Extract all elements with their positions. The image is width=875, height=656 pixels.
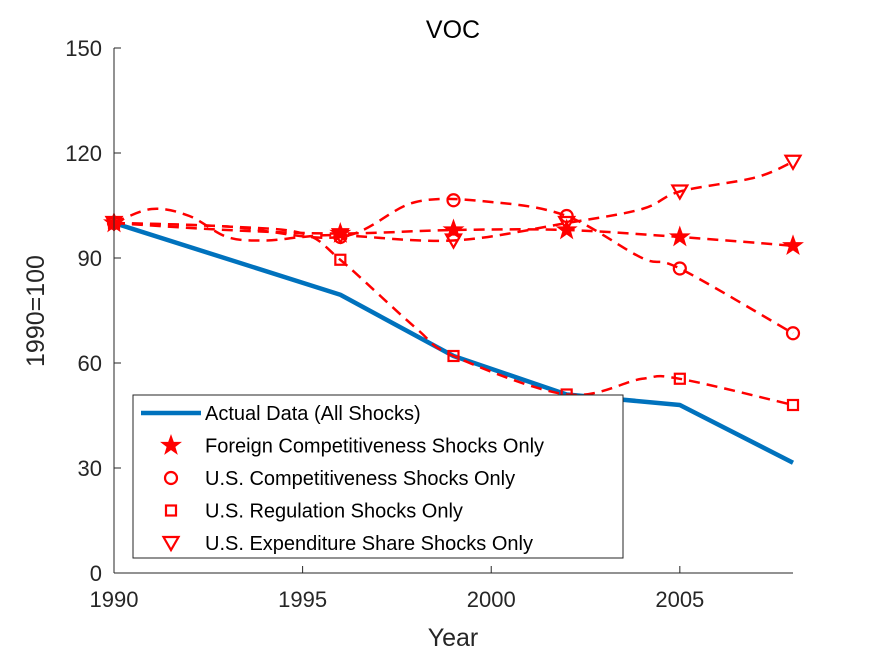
plot-area <box>103 154 804 465</box>
series-line-actual <box>113 220 795 465</box>
x-axis-title: Year <box>428 624 479 652</box>
legend-swatch-square <box>164 504 178 517</box>
y-tick-label: 120 <box>65 141 102 166</box>
data-point-circle <box>672 261 687 276</box>
legend-label: U.S. Competitiveness Shocks Only <box>205 468 515 490</box>
y-tick-label: 60 <box>78 351 102 376</box>
series-line-square <box>113 221 794 407</box>
legend-swatch-star <box>160 433 182 455</box>
data-point-star <box>668 225 691 247</box>
legend-label: Foreign Competitiveness Shocks Only <box>205 436 544 458</box>
data-point-square <box>334 253 347 266</box>
x-tick-label: 1995 <box>278 587 327 612</box>
x-tick-label: 1990 <box>90 587 139 612</box>
legend-swatch-triangle-down <box>161 535 181 553</box>
series-group <box>104 154 803 250</box>
data-point-triangle-down <box>783 154 803 171</box>
data-point-triangle-down <box>670 184 690 201</box>
y-tick-label: 90 <box>78 246 102 271</box>
data-point-triangle-down <box>557 215 577 233</box>
legend-box <box>132 394 624 559</box>
data-point-square <box>786 398 800 412</box>
legend: Actual Data (All Shocks) Foreign Competit… <box>132 394 624 559</box>
legend-label: Actual Data (All Shocks) <box>205 403 421 425</box>
y-tick-label: 30 <box>78 456 102 481</box>
data-point-triangle-down <box>444 233 463 250</box>
series-line-triangle-down <box>113 160 794 243</box>
data-point-circle <box>785 326 801 341</box>
data-point-circle <box>446 193 461 208</box>
data-point-square <box>673 372 686 385</box>
legend-label: U.S. Expenditure Share Shocks Only <box>205 533 533 555</box>
series-group <box>113 220 795 465</box>
data-point-square <box>447 349 460 363</box>
axes: 0 30 60 90 120 150 1990 1995 2000 2005 <box>65 36 793 612</box>
x-tick-label: 2000 <box>467 587 516 612</box>
x-tick-label: 2005 <box>655 587 704 612</box>
y-axis-title: 1990=100 <box>22 255 50 367</box>
data-point-triangle-down <box>330 228 350 245</box>
y-tick-label: 150 <box>65 36 102 61</box>
y-tick-label: 0 <box>90 561 102 586</box>
chart-title: VOC <box>426 16 480 44</box>
legend-swatch-circle <box>163 470 179 486</box>
legend-label: U.S. Regulation Shocks Only <box>205 501 463 523</box>
data-point-star <box>782 234 804 256</box>
